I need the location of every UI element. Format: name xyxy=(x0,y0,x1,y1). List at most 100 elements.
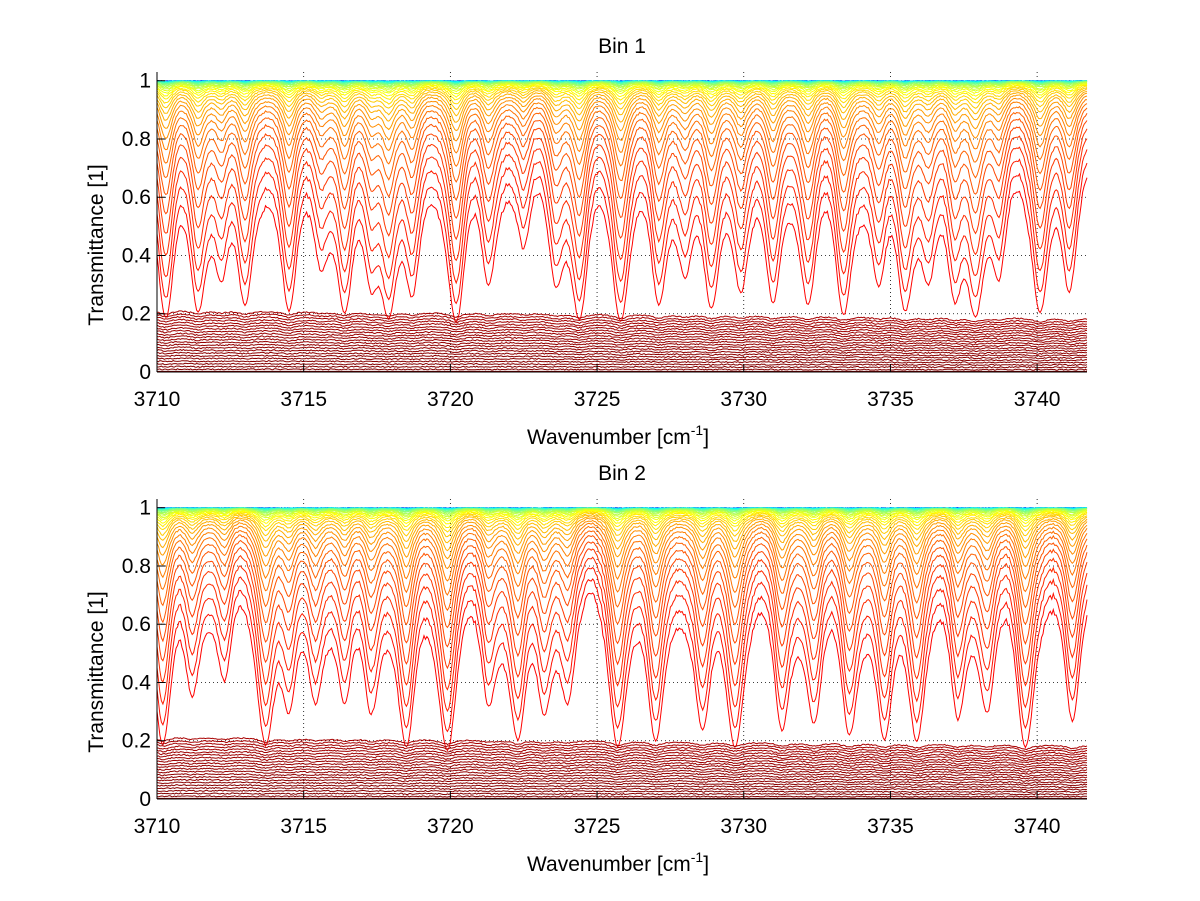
y-tick-label: 0.6 xyxy=(122,613,151,636)
spectrum-series-line xyxy=(156,359,1088,364)
x-axis-label-superscript: -1 xyxy=(691,849,704,865)
spectrum-series-line xyxy=(156,748,1088,760)
spectrum-series-line xyxy=(156,795,1088,798)
spectrum-series-line xyxy=(156,509,1088,522)
spectrum-series-line xyxy=(156,327,1088,337)
spectrum-series-line xyxy=(156,83,1088,98)
spectrum-series-line xyxy=(156,522,1088,582)
spectrum-series-line xyxy=(156,313,1088,325)
x-tick-label: 3720 xyxy=(427,388,474,411)
spectrum-series-line xyxy=(156,84,1088,101)
spectrum-series-line xyxy=(156,519,1088,570)
spectrum-series-line xyxy=(156,348,1088,355)
spectrum-series-line xyxy=(156,515,1088,552)
x-tick-label: 3725 xyxy=(574,388,621,411)
spectrum-series-line xyxy=(156,85,1088,105)
x-axis-label: Wavenumber [cm-1] xyxy=(527,849,709,876)
x-axis-label-suffix: ] xyxy=(703,853,709,876)
spectrum-series-line xyxy=(156,318,1088,330)
spectrum-series-line xyxy=(156,92,1088,132)
x-tick-label: 3730 xyxy=(720,388,767,411)
spectrum-series-line xyxy=(156,510,1088,528)
x-tick-label: 3735 xyxy=(867,815,914,838)
y-tick-labels: 0 0.2 0.4 0.6 0.8 1 xyxy=(122,497,152,811)
spectrum-series-line xyxy=(156,338,1088,346)
x-axis-label-text: Wavenumber [cm xyxy=(527,426,691,449)
spectrum-series-line xyxy=(156,351,1088,357)
spectrum-series-line xyxy=(156,315,1087,328)
series-group xyxy=(156,80,1088,372)
spectrum-series-line xyxy=(156,530,1088,612)
x-axis-label-text: Wavenumber [cm xyxy=(527,853,691,876)
x-axis-label-superscript: -1 xyxy=(691,422,704,438)
spectrum-series-line xyxy=(156,90,1088,123)
spectrum-series-line xyxy=(156,120,1088,220)
spectrum-series-line xyxy=(157,365,1088,369)
spectrum-series-line xyxy=(156,177,1088,324)
spectrum-series-line xyxy=(156,541,1088,648)
y-tick-labels: 0 0.2 0.4 0.6 0.8 1 xyxy=(122,70,152,384)
spectrum-series-line xyxy=(156,513,1088,544)
y-tick-label: 0.8 xyxy=(122,555,151,578)
x-tick-label: 3740 xyxy=(1014,388,1061,411)
chart-title: Bin 2 xyxy=(598,462,646,485)
spectrum-series-line xyxy=(156,566,1088,713)
y-axis-label: Transmittance [1] xyxy=(85,164,108,325)
spectrum-series-line xyxy=(156,786,1088,791)
spectrum-series-line xyxy=(156,737,1088,751)
spectrum-series-line xyxy=(157,82,1088,93)
x-tick-label: 3740 xyxy=(1014,815,1061,838)
x-tick-labels: 3710 3715 3720 3725 3730 3735 3740 xyxy=(134,388,1061,411)
y-tick-label: 1 xyxy=(139,497,151,520)
spectrum-series-line xyxy=(156,792,1088,796)
subplot-bin-1: Bin 1 0 0.2 0.4 0.6 0.8 1 3710 3715 3720… xyxy=(85,35,1088,449)
y-tick-label: 0.8 xyxy=(122,128,151,151)
spectrum-series-line xyxy=(156,368,1088,371)
spectrum-series-line xyxy=(156,138,1088,262)
spectrum-series-line xyxy=(156,107,1088,183)
y-tick-label: 0.2 xyxy=(122,730,151,753)
y-tick-label: 0 xyxy=(139,788,151,811)
spectrum-series-line xyxy=(156,770,1088,778)
spectrum-series-line xyxy=(156,335,1088,344)
spectrum-series-line xyxy=(156,507,1088,512)
spectrum-series-line xyxy=(156,548,1088,670)
x-tick-labels: 3710 3715 3720 3725 3730 3735 3740 xyxy=(134,815,1061,838)
spectrum-series-line xyxy=(156,324,1088,334)
x-tick-label: 3730 xyxy=(720,815,767,838)
spectrum-series-line xyxy=(156,340,1088,348)
spectrum-series-line xyxy=(156,750,1088,762)
spectrum-series-line xyxy=(156,775,1088,782)
y-tick-label: 0 xyxy=(139,361,151,384)
x-tick-label: 3715 xyxy=(280,388,327,411)
y-tick-label: 0.2 xyxy=(122,303,151,326)
y-tick-label: 0.6 xyxy=(122,186,151,209)
spectrum-series-line xyxy=(156,739,1088,753)
spectrum-series-line xyxy=(156,525,1088,596)
spectrum-series-line xyxy=(156,162,1088,305)
spectrum-series-line xyxy=(156,767,1088,775)
spectrum-series-line xyxy=(156,761,1088,771)
y-tick-label: 0.4 xyxy=(122,244,152,267)
spectrum-series-line xyxy=(156,99,1088,154)
chart-title: Bin 1 xyxy=(598,35,646,58)
spectrum-series-line xyxy=(156,781,1088,787)
spectrum-series-line xyxy=(156,764,1088,773)
spectrum-series-line xyxy=(156,592,1088,752)
spectrum-series-line xyxy=(156,113,1088,202)
spectrum-series-line xyxy=(156,507,1088,515)
spectrum-series-line xyxy=(156,511,1088,533)
spectrum-series-line xyxy=(156,509,1088,525)
spectrum-series-line xyxy=(156,773,1088,780)
spectrum-series-line xyxy=(156,95,1088,142)
subplot-bin-2: Bin 2 0 0.2 0.4 0.6 0.8 1 3710 3715 3720… xyxy=(85,462,1088,876)
series-group xyxy=(156,507,1088,799)
x-tick-label: 3725 xyxy=(574,815,621,838)
x-tick-label: 3735 xyxy=(867,388,914,411)
y-tick-label: 1 xyxy=(139,70,151,93)
spectrum-series-line xyxy=(156,759,1088,769)
axes-frame xyxy=(156,72,1087,373)
spectrum-series-line xyxy=(156,742,1088,755)
spectrum-series-line xyxy=(156,753,1088,763)
spectrum-series-line xyxy=(156,508,1088,520)
